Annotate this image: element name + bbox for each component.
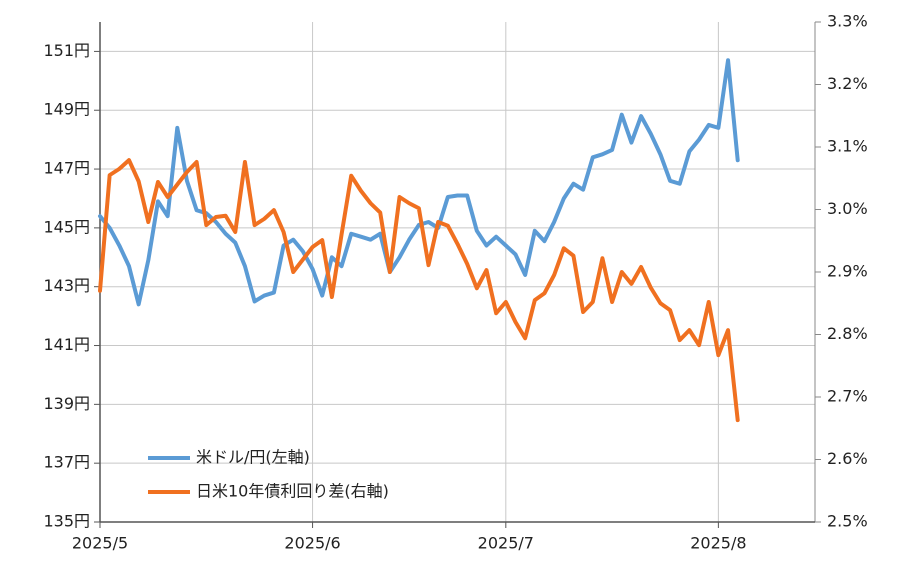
x-tick-label: 2025/6 bbox=[284, 534, 340, 553]
y-tick-label: 147円 bbox=[43, 159, 90, 178]
y2-tick-label: 2.8% bbox=[827, 324, 868, 343]
y2-tick-label: 3.3% bbox=[827, 12, 868, 31]
y2-tick-label: 2.7% bbox=[827, 387, 868, 406]
y-tick-label: 135円 bbox=[43, 512, 90, 531]
y-tick-label: 143円 bbox=[43, 276, 90, 295]
y2-tick-label: 3.1% bbox=[827, 137, 868, 156]
x-tick-label: 2025/5 bbox=[72, 534, 128, 553]
y-tick-label: 151円 bbox=[43, 41, 90, 60]
legend-label: 米ドル/円(左軸) bbox=[196, 448, 310, 467]
x-tick-label: 2025/8 bbox=[690, 534, 746, 553]
y-tick-label: 139円 bbox=[43, 394, 90, 413]
y2-tick-label: 3.0% bbox=[827, 199, 868, 218]
y2-tick-label: 2.6% bbox=[827, 449, 868, 468]
y-tick-label: 141円 bbox=[43, 335, 90, 354]
y2-tick-label: 3.2% bbox=[827, 74, 868, 93]
y2-tick-label: 2.9% bbox=[827, 262, 868, 281]
y-tick-label: 149円 bbox=[43, 100, 90, 119]
y-tick-label: 145円 bbox=[43, 217, 90, 236]
y-tick-label: 137円 bbox=[43, 453, 90, 472]
x-tick-label: 2025/7 bbox=[478, 534, 534, 553]
y2-tick-label: 2.5% bbox=[827, 512, 868, 531]
line-series bbox=[98, 158, 740, 423]
legend-label: 日米10年債利回り差(右軸) bbox=[196, 482, 389, 501]
